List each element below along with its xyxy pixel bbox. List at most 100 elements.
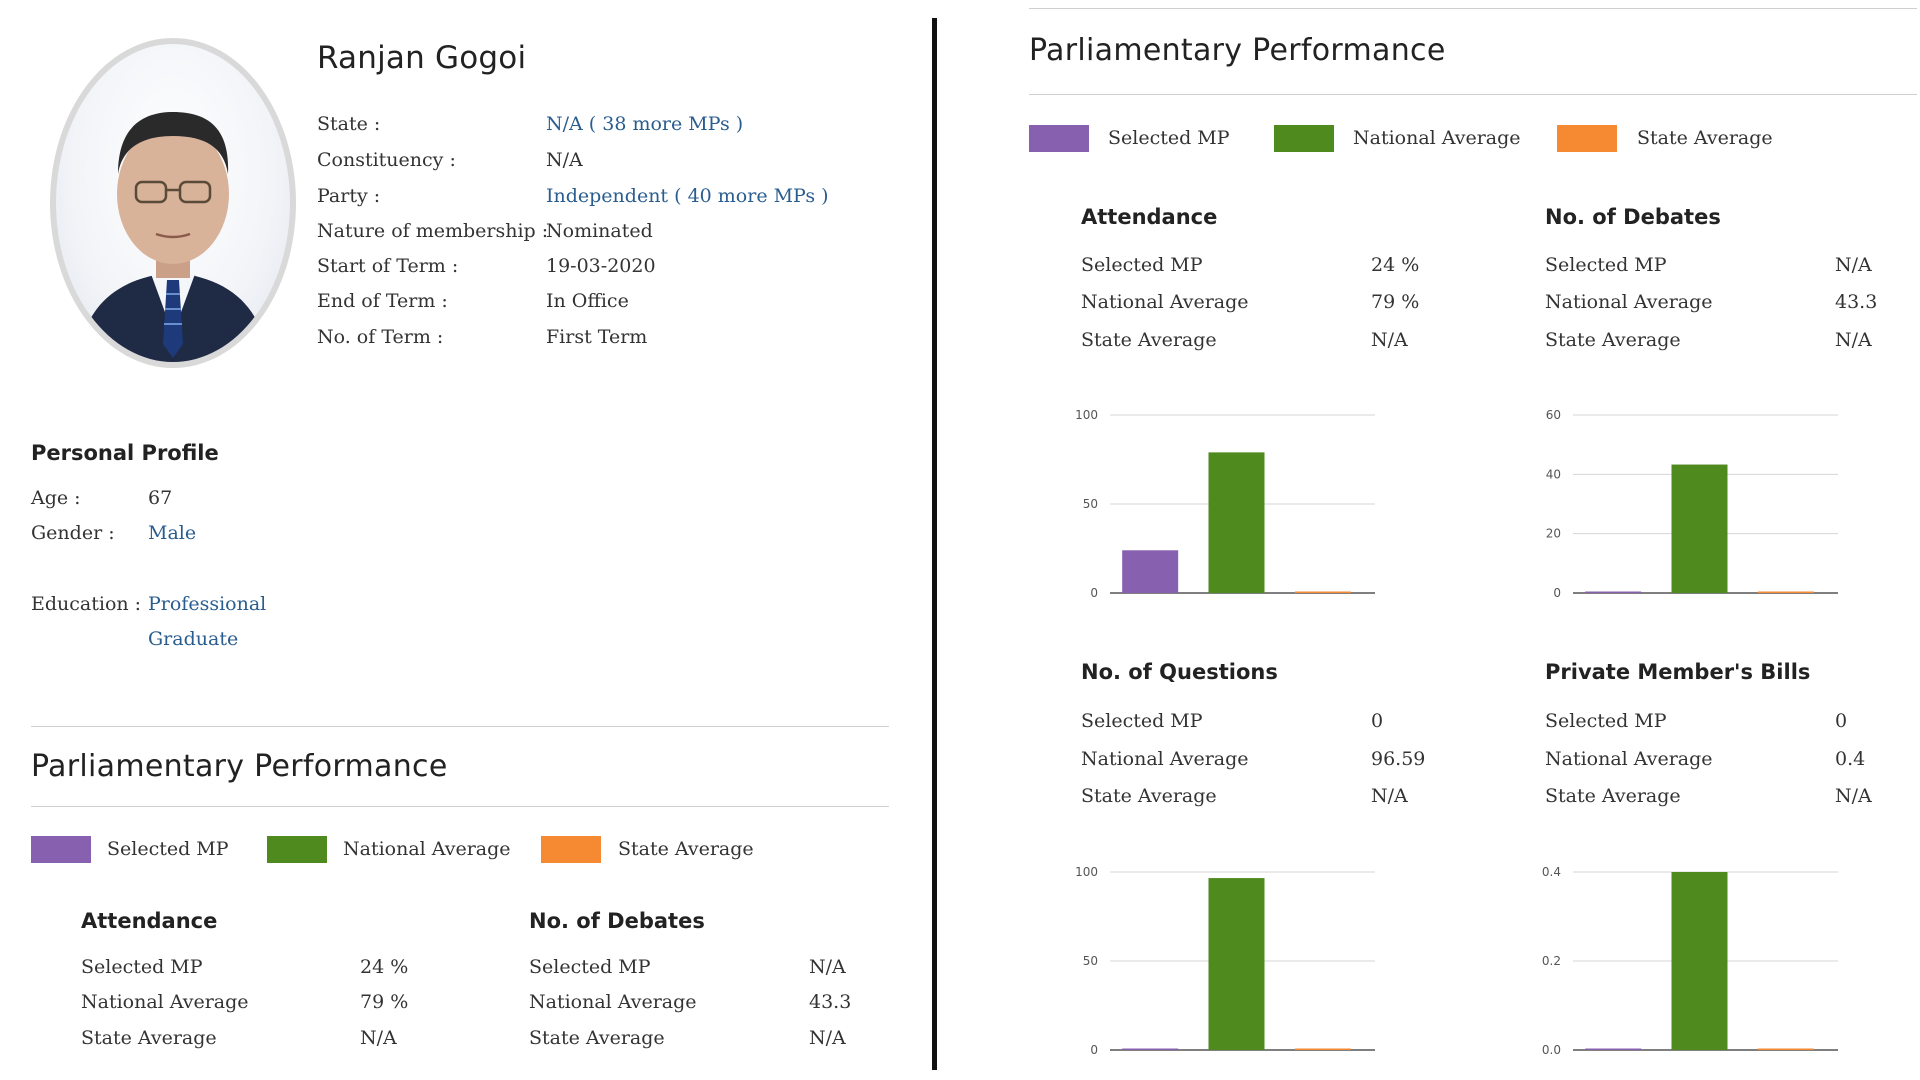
bills-bar-selected-mp xyxy=(1585,1048,1642,1050)
left-legend-state-swatch xyxy=(541,836,601,863)
right-legend-national-label: National Average xyxy=(1353,127,1521,149)
gender-link[interactable]: Male xyxy=(148,522,197,544)
right-bills-row1-label: Selected MP xyxy=(1545,710,1667,732)
questions-bar-selected-mp xyxy=(1122,1048,1179,1050)
right-debates-row3-label: State Average xyxy=(1545,329,1681,351)
bills-chart: 0.0 0.2 0.4 xyxy=(1542,865,1838,1057)
left-debates-row2-label: National Average xyxy=(529,991,697,1013)
debates-tick-label: 60 xyxy=(1546,408,1561,422)
left-attendance-row1-label: Selected MP xyxy=(81,956,203,978)
attendance-bar-national-average xyxy=(1208,452,1265,593)
end-term-label: End of Term : xyxy=(317,290,448,312)
bills-bar-national-average xyxy=(1671,872,1728,1050)
debates-bar-state-average xyxy=(1757,591,1814,593)
questions-tick-label: 100 xyxy=(1075,865,1098,879)
left-legend-national-swatch xyxy=(267,836,327,863)
end-term-value: In Office xyxy=(546,290,629,312)
panel-divider xyxy=(932,18,937,1070)
left-legend-national-label: National Average xyxy=(343,838,511,860)
right-performance-title: Parliamentary Performance xyxy=(1029,33,1446,68)
right-attendance-row3-value: N/A xyxy=(1371,329,1408,351)
right-questions-row1-value: 0 xyxy=(1371,710,1384,732)
left-divider-bottom xyxy=(31,806,889,807)
right-bills-row2-value: 0.4 xyxy=(1835,748,1866,770)
right-legend-state-label: State Average xyxy=(1637,127,1773,149)
right-debates-title: No. of Debates xyxy=(1545,205,1721,229)
mp-portrait-illustration xyxy=(76,112,270,362)
right-attendance-title: Attendance xyxy=(1081,205,1218,229)
right-legend-selected-label: Selected MP xyxy=(1108,127,1230,149)
debates-bar-selected-mp xyxy=(1585,591,1642,593)
right-attendance-row1-value: 24 % xyxy=(1371,254,1420,276)
right-attendance-row2-label: National Average xyxy=(1081,291,1249,313)
right-attendance-row1-label: Selected MP xyxy=(1081,254,1203,276)
left-performance-title: Parliamentary Performance xyxy=(31,749,448,784)
left-debates-row3-value: N/A xyxy=(809,1027,846,1049)
right-divider-top xyxy=(1029,8,1917,9)
bills-tick-label: 0.2 xyxy=(1542,954,1561,968)
gender-label: Gender : xyxy=(31,522,115,544)
left-debates-row2-value: 43.3 xyxy=(809,991,852,1013)
party-link[interactable]: Independent ( 40 more MPs ) xyxy=(546,185,829,207)
debates-chart: 0 20 40 60 xyxy=(1546,408,1838,600)
debates-tick-label: 0 xyxy=(1553,586,1561,600)
right-legend-selected-swatch xyxy=(1029,125,1089,152)
constituency-value: N/A xyxy=(546,149,583,171)
questions-tick-label: 0 xyxy=(1090,1043,1098,1057)
bills-tick-label: 0.0 xyxy=(1542,1043,1561,1057)
right-questions-row3-label: State Average xyxy=(1081,785,1217,807)
right-questions-row2-value: 96.59 xyxy=(1371,748,1426,770)
personal-profile-title: Personal Profile xyxy=(31,441,219,465)
right-legend-national-swatch xyxy=(1274,125,1334,152)
start-term-label: Start of Term : xyxy=(317,255,459,277)
membership-value: Nominated xyxy=(546,220,653,242)
left-debates-row1-value: N/A xyxy=(809,956,846,978)
mp-photo xyxy=(56,44,290,362)
left-attendance-title: Attendance xyxy=(81,909,218,933)
education-link-line1[interactable]: Professional xyxy=(148,593,267,615)
start-term-value: 19-03-2020 xyxy=(546,255,656,277)
right-questions-title: No. of Questions xyxy=(1081,660,1278,684)
questions-bar-state-average xyxy=(1294,1048,1351,1050)
attendance-bar-selected-mp xyxy=(1122,550,1179,593)
right-bills-row2-label: National Average xyxy=(1545,748,1713,770)
left-attendance-row2-value: 79 % xyxy=(360,991,409,1013)
right-questions-row1-label: Selected MP xyxy=(1081,710,1203,732)
debates-tick-label: 20 xyxy=(1546,527,1561,541)
left-legend-state-label: State Average xyxy=(618,838,754,860)
right-attendance-row2-value: 79 % xyxy=(1371,291,1420,313)
left-legend-selected-swatch xyxy=(31,836,91,863)
right-debates-row3-value: N/A xyxy=(1835,329,1872,351)
right-questions-row2-label: National Average xyxy=(1081,748,1249,770)
mp-photo-frame xyxy=(50,38,296,368)
attendance-bar-state-average xyxy=(1294,591,1351,593)
num-term-label: No. of Term : xyxy=(317,326,444,348)
right-bills-row3-label: State Average xyxy=(1545,785,1681,807)
state-link[interactable]: N/A ( 38 more MPs ) xyxy=(546,113,744,135)
left-debates-title: No. of Debates xyxy=(529,909,705,933)
age-label: Age : xyxy=(31,487,81,509)
bills-bar-state-average xyxy=(1757,1048,1814,1050)
left-attendance-row3-value: N/A xyxy=(360,1027,397,1049)
mp-name: Ranjan Gogoi xyxy=(317,40,527,76)
attendance-tick-label: 0 xyxy=(1090,586,1098,600)
right-debates-row1-value: N/A xyxy=(1835,254,1872,276)
state-label: State : xyxy=(317,113,381,135)
left-attendance-row2-label: National Average xyxy=(81,991,249,1013)
questions-tick-label: 50 xyxy=(1083,954,1098,968)
right-debates-row2-label: National Average xyxy=(1545,291,1713,313)
debates-bar-national-average xyxy=(1671,464,1728,593)
right-bills-title: Private Member's Bills xyxy=(1545,660,1811,684)
right-bills-row3-value: N/A xyxy=(1835,785,1872,807)
debates-tick-label: 40 xyxy=(1546,467,1561,481)
right-attendance-row3-label: State Average xyxy=(1081,329,1217,351)
constituency-label: Constituency : xyxy=(317,149,456,171)
education-label: Education : xyxy=(31,593,142,615)
right-questions-row3-value: N/A xyxy=(1371,785,1408,807)
education-link-line2[interactable]: Graduate xyxy=(148,628,239,650)
right-divider-bottom xyxy=(1029,94,1917,95)
right-debates-row2-value: 43.3 xyxy=(1835,291,1878,313)
right-bills-row1-value: 0 xyxy=(1835,710,1848,732)
num-term-value: First Term xyxy=(546,326,648,348)
attendance-chart: 0 50 100 xyxy=(1075,408,1375,600)
